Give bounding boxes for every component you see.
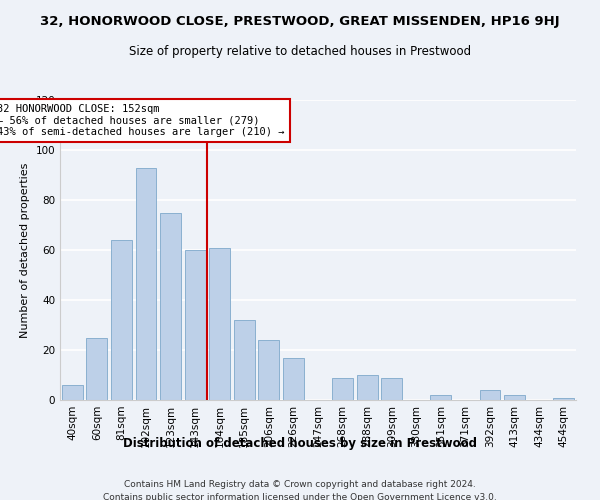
Text: 32, HONORWOOD CLOSE, PRESTWOOD, GREAT MISSENDEN, HP16 9HJ: 32, HONORWOOD CLOSE, PRESTWOOD, GREAT MI… <box>40 15 560 28</box>
Text: Contains public sector information licensed under the Open Government Licence v3: Contains public sector information licen… <box>103 492 497 500</box>
Y-axis label: Number of detached properties: Number of detached properties <box>20 162 30 338</box>
Bar <box>332 378 353 400</box>
Bar <box>283 358 304 400</box>
Bar <box>62 385 83 400</box>
Bar <box>234 320 255 400</box>
Bar <box>111 240 132 400</box>
Bar <box>185 250 206 400</box>
Bar <box>553 398 574 400</box>
Bar <box>86 338 107 400</box>
Bar <box>504 395 525 400</box>
Bar <box>479 390 500 400</box>
Bar <box>356 375 377 400</box>
Text: Contains HM Land Registry data © Crown copyright and database right 2024.: Contains HM Land Registry data © Crown c… <box>124 480 476 489</box>
Bar <box>430 395 451 400</box>
Bar <box>259 340 280 400</box>
Bar <box>136 168 157 400</box>
Bar <box>209 248 230 400</box>
Bar <box>381 378 402 400</box>
Bar <box>160 212 181 400</box>
Text: Size of property relative to detached houses in Prestwood: Size of property relative to detached ho… <box>129 45 471 58</box>
Text: Distribution of detached houses by size in Prestwood: Distribution of detached houses by size … <box>123 438 477 450</box>
Text: 32 HONORWOOD CLOSE: 152sqm
← 56% of detached houses are smaller (279)
43% of sem: 32 HONORWOOD CLOSE: 152sqm ← 56% of deta… <box>0 104 285 137</box>
